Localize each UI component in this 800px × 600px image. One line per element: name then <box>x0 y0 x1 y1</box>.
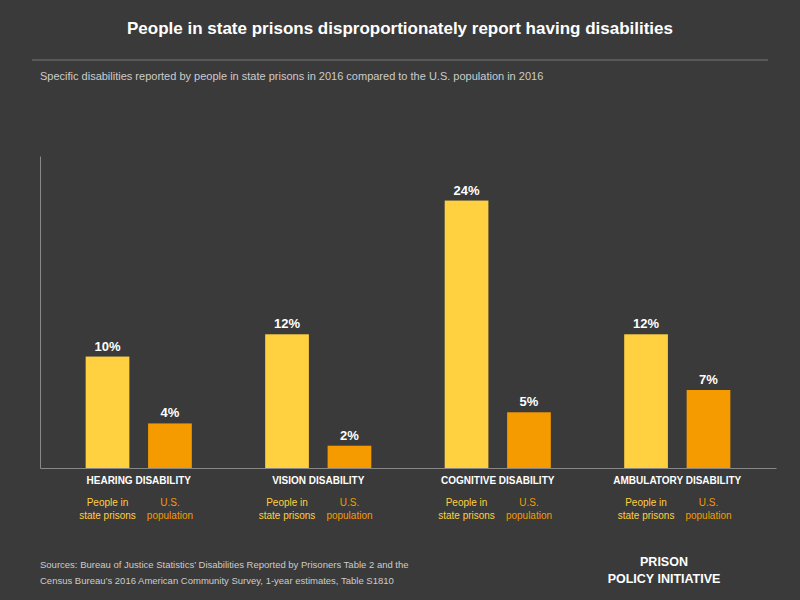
x-tick: AMBULATORY DISABILITY <box>613 475 741 486</box>
chart: People in state prisons disproportionate… <box>0 0 800 600</box>
series-label: U.S.population <box>506 497 552 521</box>
source: Sources: Bureau of Justice Statistics’ D… <box>40 559 409 570</box>
logo-text: PRISON <box>640 555 688 569</box>
series-label: U.S.population <box>326 497 372 521</box>
x-tick-label: VISION DISABILITY <box>272 475 365 486</box>
data-labels: 10% 12% 24% 12% 4% 2% 5% 7% <box>94 183 718 443</box>
bar <box>687 390 731 468</box>
data-label: 12% <box>274 316 300 331</box>
bar <box>265 334 309 468</box>
x-tick: VISION DISABILITY <box>272 475 365 486</box>
x-tick: COGNITIVE DISABILITY <box>441 475 555 486</box>
x-tick-label: COGNITIVE DISABILITY <box>441 475 555 486</box>
data-label: 24% <box>454 183 480 198</box>
series-label: U.S.population <box>685 497 731 521</box>
y-axis <box>40 157 41 469</box>
y-axis-line <box>40 157 41 469</box>
x-axis-line <box>41 468 777 469</box>
bars <box>86 201 731 468</box>
bar <box>445 201 489 468</box>
series-label: People instate prisons <box>259 497 316 521</box>
annotations: Sources: Bureau of Justice Statistics’ D… <box>40 555 720 586</box>
data-label: 12% <box>633 316 659 331</box>
series-label: People instate prisons <box>79 497 136 521</box>
bar <box>86 357 130 468</box>
series-labels: People instate prisons U.S.population Peop… <box>79 497 731 521</box>
bar <box>624 334 668 468</box>
bar <box>328 446 372 468</box>
x-axis: HEARING DISABILITY VISION DISABILITY COGNI… <box>41 469 777 487</box>
subtitle: Specific disabilities reported by people… <box>40 70 543 82</box>
data-label: 4% <box>161 405 180 420</box>
data-label: 10% <box>94 339 120 354</box>
logo-text: POLICY INITIATIVE <box>608 572 721 586</box>
title: People in state prisons disproportionate… <box>127 19 673 38</box>
series-label: People instate prisons <box>618 497 675 521</box>
data-label: 7% <box>699 372 718 387</box>
data-label: 2% <box>340 428 359 443</box>
x-tick-label: HEARING DISABILITY <box>87 475 192 486</box>
title-rule <box>32 60 768 61</box>
series-label: People instate prisons <box>438 497 495 521</box>
bar <box>507 412 551 468</box>
background <box>0 0 800 600</box>
x-tick: HEARING DISABILITY <box>87 475 192 486</box>
x-tick-label: AMBULATORY DISABILITY <box>613 475 741 486</box>
series-label: U.S.population <box>147 497 193 521</box>
bar <box>148 423 192 468</box>
data-label: 5% <box>520 394 539 409</box>
source: Census Bureau’s 2016 American Community … <box>40 575 394 586</box>
